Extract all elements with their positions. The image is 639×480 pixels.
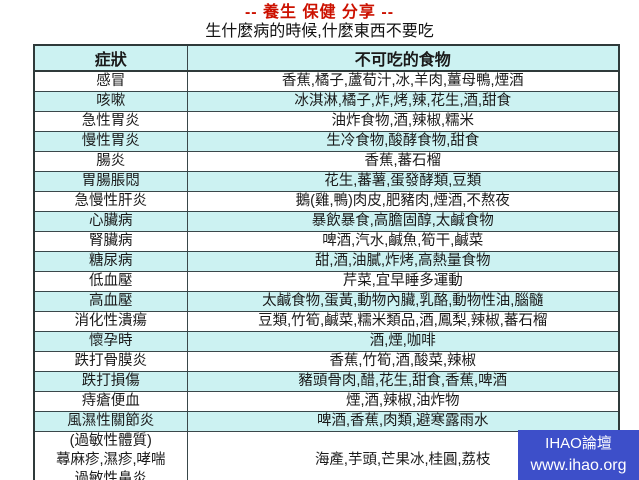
forum-watermark: IHAO論壇 www.ihao.org [518,430,639,480]
symptom-cell: 慢性胃炎 [33,131,188,152]
symptom-cell: 跌打損傷 [33,371,188,392]
table-row: 消化性潰瘍 豆類,竹筍,鹹菜,糯米類品,酒,鳳梨,辣椒,蕃石榴 [33,311,620,332]
symptom-cell: 高血壓 [33,291,188,312]
symptom-column-header: 症狀 [33,44,188,72]
table-row: 急慢性肝炎 鵝(雞,鴨)肉皮,肥豬肉,煙酒,不熬夜 [33,191,620,212]
table-row: 腎臟病 啤酒,汽水,鹹魚,筍干,鹹菜 [33,231,620,252]
page-subtitle: 生什麼病的時候,什麼東西不要吃 [205,23,434,40]
foods-cell: 豆類,竹筍,鹹菜,糯米類品,酒,鳳梨,辣椒,蕃石榴 [186,311,620,332]
foods-cell: 香蕉,蕃石榴 [186,151,620,172]
foods-cell: 冰淇淋,橘子,炸,烤,辣,花生,酒,甜食 [186,91,620,112]
table-row: 咳嗽 冰淇淋,橘子,炸,烤,辣,花生,酒,甜食 [33,91,620,112]
table-row: 糖尿病 甜,酒,油膩,炸烤,高熱量食物 [33,251,620,272]
foods-cell: 香蕉,竹筍,酒,酸菜,辣椒 [186,351,620,372]
symptom-cell: 咳嗽 [33,91,188,112]
symptom-cell: 感冒 [33,70,188,92]
foods-cell: 酒,煙,咖啡 [186,331,620,352]
table-row: 腸炎 香蕉,蕃石榴 [33,151,620,172]
symptom-cell: 胃腸脹悶 [33,171,188,192]
symptom-cell: 腎臟病 [33,231,188,252]
foods-cell: 啤酒,香蕉,肉類,避寒露雨水 [186,411,620,432]
symptom-cell: 風濕性關節炎 [33,411,188,432]
foods-column-header: 不可吃的食物 [186,44,620,72]
symptom-cell: 低血壓 [33,271,188,292]
table-row: 低血壓 芹菜,宜早睡多運動 [33,271,620,292]
health-table: 症狀 不可吃的食物 感冒 香蕉,橘子,蘆荀汁,冰,羊肉,薑母鴨,煙酒 咳嗽 冰淇… [33,44,620,480]
table-row: 懷孕時 酒,煙,咖啡 [33,331,620,352]
foods-cell: 生冷食物,酸酵食物,甜食 [186,131,620,152]
page-title: -- 養生 保健 分享 -- [244,4,395,21]
watermark-url: www.ihao.org [530,457,627,474]
symptom-cell: 急慢性肝炎 [33,191,188,212]
foods-cell: 豬頭骨肉,醋,花生,甜食,香蕉,啤酒 [186,371,620,392]
header-block: -- 養生 保健 分享 -- 生什麼病的時候,什麼東西不要吃 [0,0,639,42]
foods-cell: 芹菜,宜早睡多運動 [186,271,620,292]
foods-cell: 鵝(雞,鴨)肉皮,肥豬肉,煙酒,不熬夜 [186,191,620,212]
foods-cell: 煙,酒,辣椒,油炸物 [186,391,620,412]
table-row: 跌打損傷 豬頭骨肉,醋,花生,甜食,香蕉,啤酒 [33,371,620,392]
symptom-cell: 心臟病 [33,211,188,232]
symptom-cell: 懷孕時 [33,331,188,352]
foods-cell: 啤酒,汽水,鹹魚,筍干,鹹菜 [186,231,620,252]
symptom-cell: 急性胃炎 [33,111,188,132]
table-body: 感冒 香蕉,橘子,蘆荀汁,冰,羊肉,薑母鴨,煙酒 咳嗽 冰淇淋,橘子,炸,烤,辣… [33,70,620,480]
table-row: 感冒 香蕉,橘子,蘆荀汁,冰,羊肉,薑母鴨,煙酒 [33,70,620,92]
symptom-cell: 腸炎 [33,151,188,172]
table-row: 胃腸脹悶 花生,蕃薯,蛋發酵類,豆類 [33,171,620,192]
symptom-cell: 消化性潰瘍 [33,311,188,332]
foods-cell: 香蕉,橘子,蘆荀汁,冰,羊肉,薑母鴨,煙酒 [186,70,620,92]
table-row: 風濕性關節炎 啤酒,香蕉,肉類,避寒露雨水 [33,411,620,432]
symptom-cell: 痔瘡便血 [33,391,188,412]
header-row: 症狀 不可吃的食物 [33,44,620,72]
foods-cell: 暴飲暴食,高膽固醇,太鹹食物 [186,211,620,232]
table-header: 症狀 不可吃的食物 [33,44,620,72]
watermark-forum-name: IHAO論壇 [545,435,612,452]
table-row: 高血壓 太鹹食物,蛋黃,動物內臟,乳酪,動物性油,腦髓 [33,291,620,312]
symptom-cell: 跌打骨膜炎 [33,351,188,372]
foods-cell: 油炸食物,酒,辣椒,糯米 [186,111,620,132]
table-row: 急性胃炎 油炸食物,酒,辣椒,糯米 [33,111,620,132]
foods-cell: 甜,酒,油膩,炸烤,高熱量食物 [186,251,620,272]
table-row: 慢性胃炎 生冷食物,酸酵食物,甜食 [33,131,620,152]
symptom-cell: 糖尿病 [33,251,188,272]
foods-cell: 花生,蕃薯,蛋發酵類,豆類 [186,171,620,192]
table-row: 痔瘡便血 煙,酒,辣椒,油炸物 [33,391,620,412]
symptom-cell: (過敏性體質) 蕁麻疹,濕疹,哮喘 過敏性鼻炎 [33,431,188,480]
table-row: 心臟病 暴飲暴食,高膽固醇,太鹹食物 [33,211,620,232]
foods-cell: 太鹹食物,蛋黃,動物內臟,乳酪,動物性油,腦髓 [186,291,620,312]
table-row: 跌打骨膜炎 香蕉,竹筍,酒,酸菜,辣椒 [33,351,620,372]
